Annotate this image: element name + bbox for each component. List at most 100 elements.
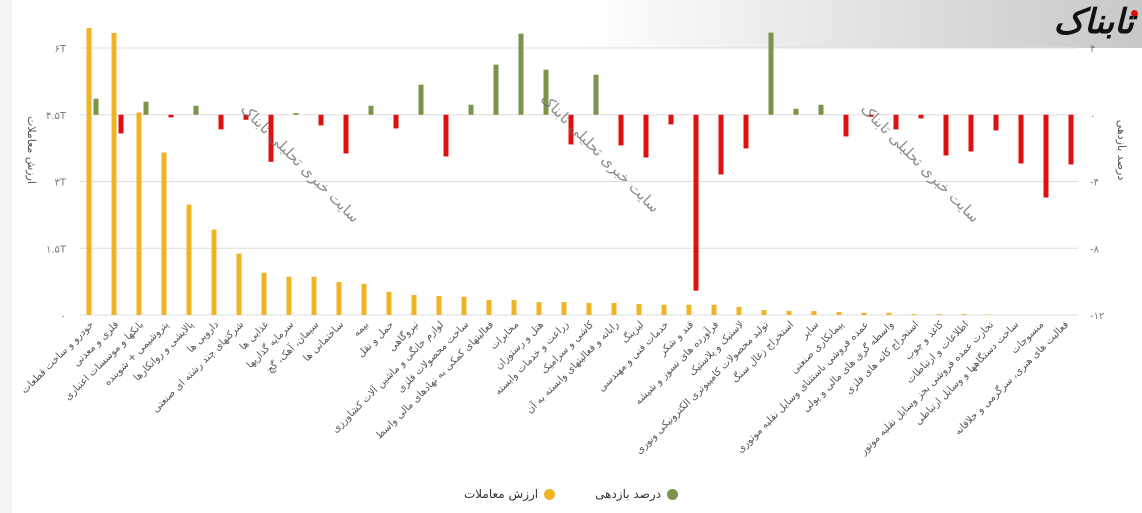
value-bar [811, 310, 817, 315]
return-bar [243, 114, 249, 120]
value-bar [236, 253, 242, 315]
return-bar [918, 114, 924, 119]
return-bar [193, 105, 199, 115]
value-bar [861, 312, 867, 315]
legend-dot-icon [667, 488, 679, 500]
y2-tick-label: ۰ [1090, 111, 1095, 122]
y-tick-label: ۴.۵T [46, 111, 67, 122]
return-bar [168, 114, 174, 118]
return-bar [268, 114, 274, 162]
value-bar [761, 310, 767, 315]
legend-item-value[interactable]: ارزش معاملات [463, 487, 556, 501]
site-logo: تابناک [1053, 2, 1134, 42]
value-bar [261, 272, 267, 315]
value-bar [111, 32, 117, 316]
return-bar [318, 114, 324, 126]
value-bar [286, 276, 292, 315]
return-bar [943, 114, 949, 156]
return-bar [143, 101, 149, 115]
y2-axis-title: درصد بازدهی [1115, 120, 1128, 181]
return-bar [493, 64, 499, 115]
return-bar [968, 114, 974, 152]
value-bar [161, 152, 167, 315]
value-bar [711, 304, 717, 315]
value-bar [511, 299, 517, 315]
value-bar [436, 295, 442, 315]
return-bar [1043, 114, 1049, 198]
return-bar [868, 114, 874, 117]
value-bar [336, 282, 342, 315]
value-bar [386, 291, 392, 315]
category-label: بیمه [351, 319, 371, 339]
legend-dot-icon [544, 488, 556, 500]
return-bar [643, 114, 649, 158]
y-tick-label: ۶T [55, 44, 67, 55]
value-bar [911, 314, 917, 315]
category-label: سایر [799, 319, 821, 341]
value-bar [786, 310, 792, 315]
return-bar [993, 114, 999, 131]
return-bar [443, 114, 449, 157]
y-axis-title: ارزش معاملات [25, 116, 38, 184]
value-bar [561, 302, 567, 315]
return-bar [618, 114, 624, 146]
value-bar [611, 302, 617, 315]
return-bar [768, 32, 774, 115]
return-bar [818, 104, 824, 115]
y-tick-label: ۳T [55, 178, 67, 189]
legend-item-return[interactable]: درصد بازدهی [595, 487, 679, 501]
value-bar [586, 302, 592, 315]
y2-tick-label: -۱۲ [1090, 311, 1104, 322]
value-bar [736, 306, 742, 315]
return-bar [218, 114, 224, 130]
legend: درصد بازدهی ارزش معاملات [0, 487, 1142, 501]
value-bar [411, 294, 417, 315]
legend-label: ارزش معاملات [463, 487, 539, 501]
y-tick-label: ۱.۵T [46, 244, 67, 255]
return-bar [593, 74, 599, 115]
return-bar [568, 114, 574, 145]
value-bar [661, 304, 667, 315]
value-bar [836, 311, 842, 315]
return-bar [393, 114, 399, 129]
return-bar [693, 114, 699, 291]
logo-banner: تابناک [582, 0, 1142, 48]
return-bar [343, 114, 349, 154]
value-bar [361, 283, 367, 315]
value-bar [536, 302, 542, 315]
value-bar [886, 312, 892, 315]
return-bar [543, 69, 549, 115]
y-tick-label: ۰ [61, 311, 66, 322]
value-bar [211, 229, 217, 315]
y2-tick-label: -۸ [1090, 244, 1100, 255]
y2-tick-label: ۴ [1090, 44, 1095, 55]
return-bar [893, 114, 899, 130]
return-bar [668, 114, 674, 125]
return-bar [418, 84, 424, 115]
return-bar [843, 114, 849, 137]
return-bar [118, 114, 124, 134]
return-bar [368, 105, 374, 115]
value-bar [636, 303, 642, 315]
watermark-text: سایت خبری تحلیلی تابناک [857, 100, 983, 226]
return-bar [743, 114, 749, 149]
value-bar [686, 304, 692, 315]
return-bar [1068, 114, 1074, 165]
value-bar [136, 112, 142, 316]
return-bar [793, 108, 799, 115]
return-bar [518, 33, 524, 115]
value-bar [486, 299, 492, 315]
value-bar [311, 276, 317, 315]
return-bar [93, 98, 99, 115]
value-bar [186, 204, 192, 315]
logo-dot-icon [1131, 10, 1138, 17]
return-bar [468, 104, 474, 115]
return-bar [718, 114, 724, 175]
value-bar [936, 314, 942, 315]
y2-tick-label: -۴ [1090, 178, 1099, 189]
value-bar [86, 27, 92, 315]
value-bar [461, 296, 467, 315]
legend-label: درصد بازدهی [595, 487, 662, 501]
